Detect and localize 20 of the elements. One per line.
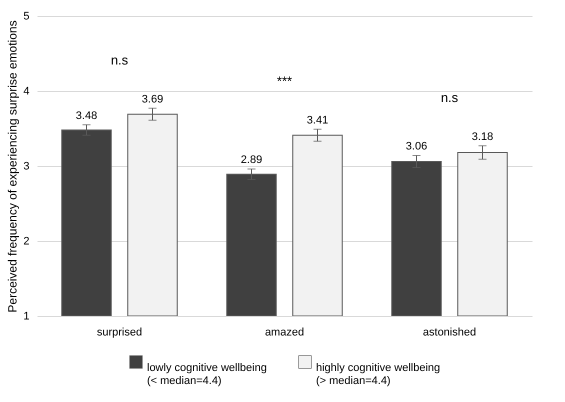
- y-axis-title: Perceived frequency of experiencing surprise emotions: [5, 20, 20, 313]
- legend-label: lowly cognitive wellbeing (< median=4.4): [147, 362, 267, 387]
- y-tick-label: 1: [23, 310, 30, 322]
- x-tick-label: amazed: [264, 326, 304, 338]
- y-tick-label: 2: [23, 236, 30, 248]
- y-tick-label: 3: [23, 160, 30, 172]
- annotation: n.s: [110, 52, 129, 68]
- x-tick-label: surprised: [96, 326, 142, 338]
- annotation: ***: [276, 73, 292, 88]
- data-label: 3.41: [306, 114, 328, 126]
- data-label: 3.06: [406, 140, 428, 152]
- annotation: n.s: [440, 90, 459, 105]
- legend-label: highly cognitive wellbeing (> median=4.4): [316, 362, 440, 387]
- x-tick-label: astonished: [422, 326, 476, 338]
- data-label: 3.69: [142, 93, 164, 106]
- y-tick-label: 5: [23, 10, 30, 22]
- data-label: 2.89: [240, 154, 262, 166]
- y-tick-label: 4: [23, 86, 30, 98]
- data-label: 3.48: [76, 110, 98, 122]
- data-label: 3.18: [472, 130, 494, 143]
